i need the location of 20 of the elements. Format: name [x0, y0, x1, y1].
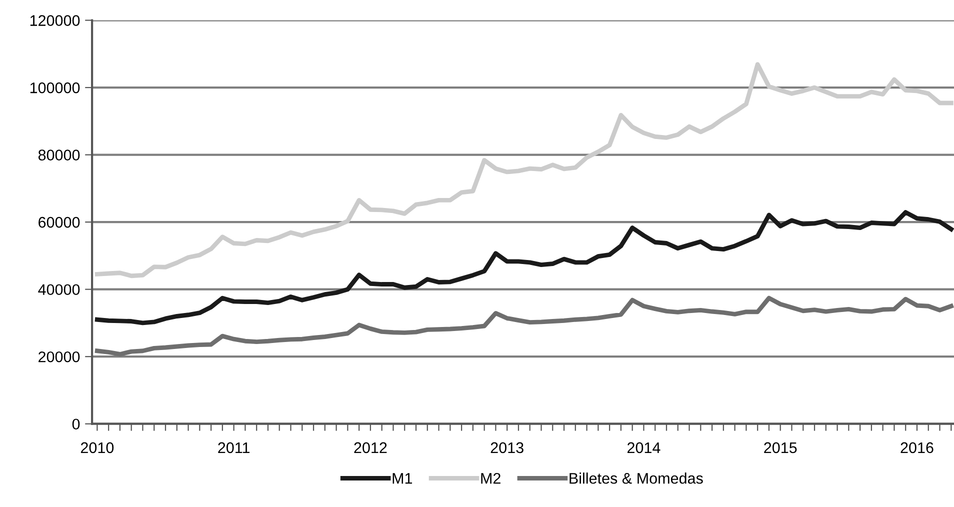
- y-tick-label: 0: [72, 418, 80, 430]
- x-tick-label: 2013: [490, 442, 524, 454]
- legend-label: M1: [392, 473, 412, 484]
- line-series: [94, 62, 954, 278]
- y-tick-label: 100000: [30, 82, 80, 94]
- x-tick-label: 2014: [628, 442, 660, 454]
- y-tick-label: 40000: [38, 284, 80, 296]
- legend-label: Billetes & Momedas: [570, 472, 703, 484]
- line-series: [94, 210, 954, 326]
- line-series: [94, 296, 954, 356]
- x-tick-label: 2011: [218, 442, 250, 454]
- y-tick-label: 120000: [30, 15, 80, 26]
- x-tick-label: 2015: [764, 442, 797, 454]
- x-tick-label: 2012: [354, 442, 387, 454]
- x-tick-label: 2016: [900, 442, 934, 454]
- y-tick-label: 80000: [38, 150, 80, 160]
- x-tick-label: 2010: [80, 442, 114, 454]
- y-tick-label: 60000: [38, 216, 80, 228]
- legend-label: M2: [481, 472, 500, 484]
- y-tick-label: 20000: [38, 351, 80, 362]
